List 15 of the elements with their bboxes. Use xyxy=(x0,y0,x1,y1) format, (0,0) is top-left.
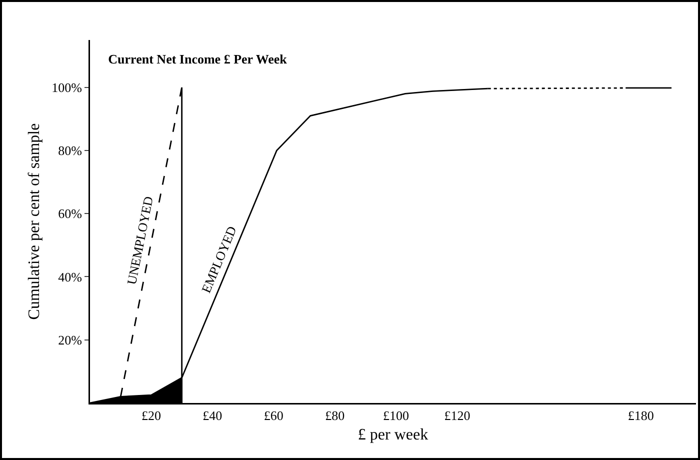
y-tick-label: 80% xyxy=(58,143,82,158)
y-tick-label: 20% xyxy=(58,332,82,348)
x-tick-label: £100 xyxy=(383,408,410,423)
x-axis-title: £ per week xyxy=(358,426,428,444)
x-tick-label: £40 xyxy=(202,408,222,423)
y-axis-title: Cumulative per cent of sample xyxy=(26,123,43,320)
x-tick-label: £20 xyxy=(141,408,161,423)
x-tick-label: £80 xyxy=(325,408,345,423)
text: Current Net Income £ Per Week xyxy=(108,52,288,67)
x-tick-label: £180 xyxy=(628,408,654,423)
y-tick-label: 60% xyxy=(58,206,82,222)
x-tick-label: £60 xyxy=(264,408,284,423)
x-tick-label: £120 xyxy=(444,408,470,423)
y-tick-label: 40% xyxy=(58,269,82,284)
y-tick-label: 100% xyxy=(52,80,82,95)
